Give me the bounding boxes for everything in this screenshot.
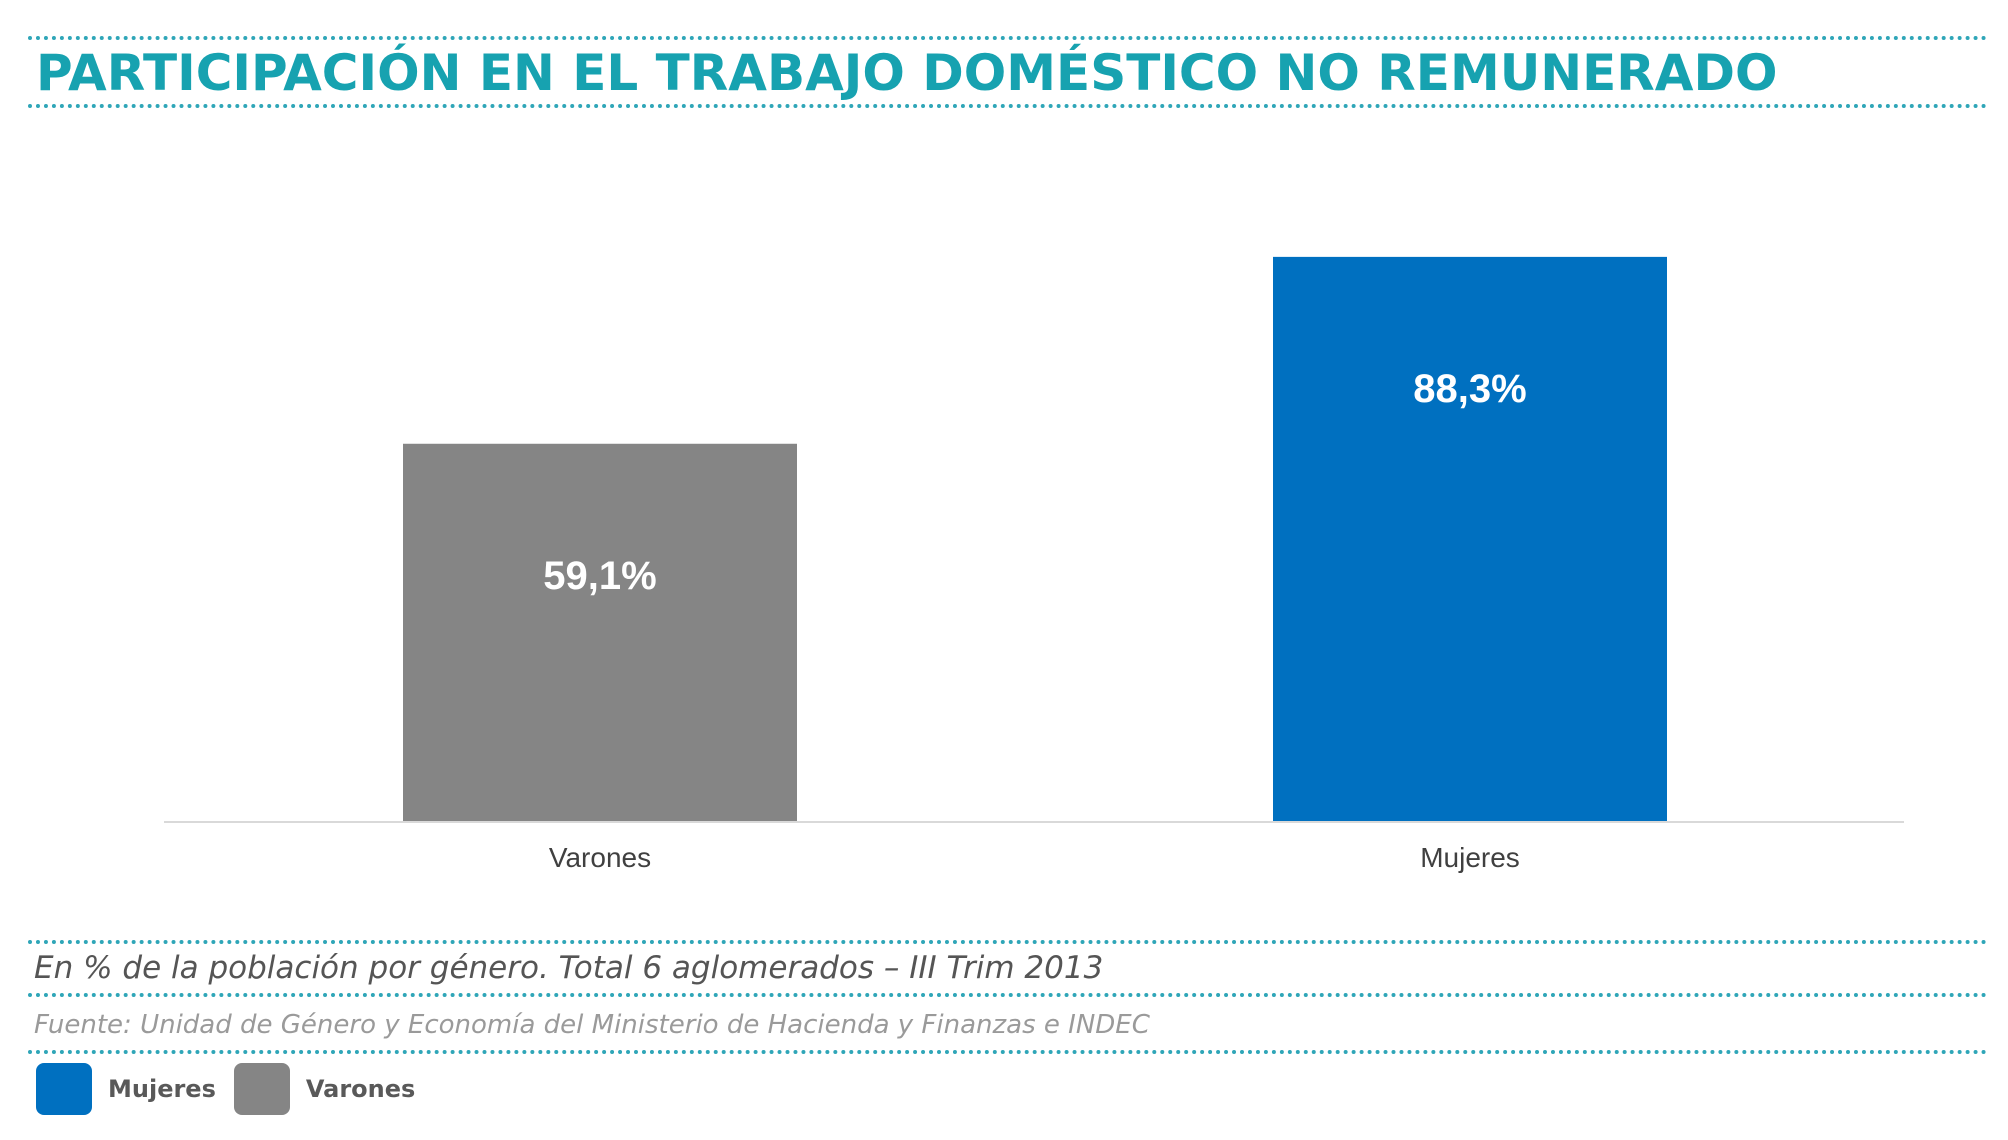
tick-label-mujeres: Mujeres [1420, 842, 1520, 873]
legend-dotted-rule [28, 1050, 1988, 1054]
subtitle-dotted-rule [28, 940, 1988, 944]
bar-varones [403, 443, 797, 822]
data-label-varones: 59,1% [543, 554, 656, 598]
chart-subtitle: En % de la población por género. Total 6… [34, 950, 1104, 986]
legend-label-mujeres: Mujeres [108, 1075, 216, 1103]
chart-source: Fuente: Unidad de Género y Economía del … [34, 1010, 1150, 1040]
bar-chart: 59,1% Varones 88,3% Mujeres [164, 256, 1904, 873]
page-title: PARTICIPACIÓN EN EL TRABAJO DOMÉSTICO NO… [36, 44, 1778, 102]
source-dotted-rule [28, 993, 1988, 997]
legend-swatch-mujeres [36, 1063, 92, 1115]
tick-label-varones: Varones [549, 842, 651, 873]
legend-swatch-varones [233, 1063, 290, 1115]
label-group: 59,1% Varones 88,3% Mujeres [543, 367, 1526, 873]
bar-group [403, 256, 1667, 822]
legend: Mujeres Varones [36, 1063, 433, 1115]
top-dotted-rule [28, 36, 1988, 40]
legend-label-varones: Varones [305, 1075, 416, 1103]
title-dotted-rule [28, 104, 1988, 108]
bar-mujeres [1273, 256, 1667, 822]
data-label-mujeres: 88,3% [1413, 367, 1526, 411]
